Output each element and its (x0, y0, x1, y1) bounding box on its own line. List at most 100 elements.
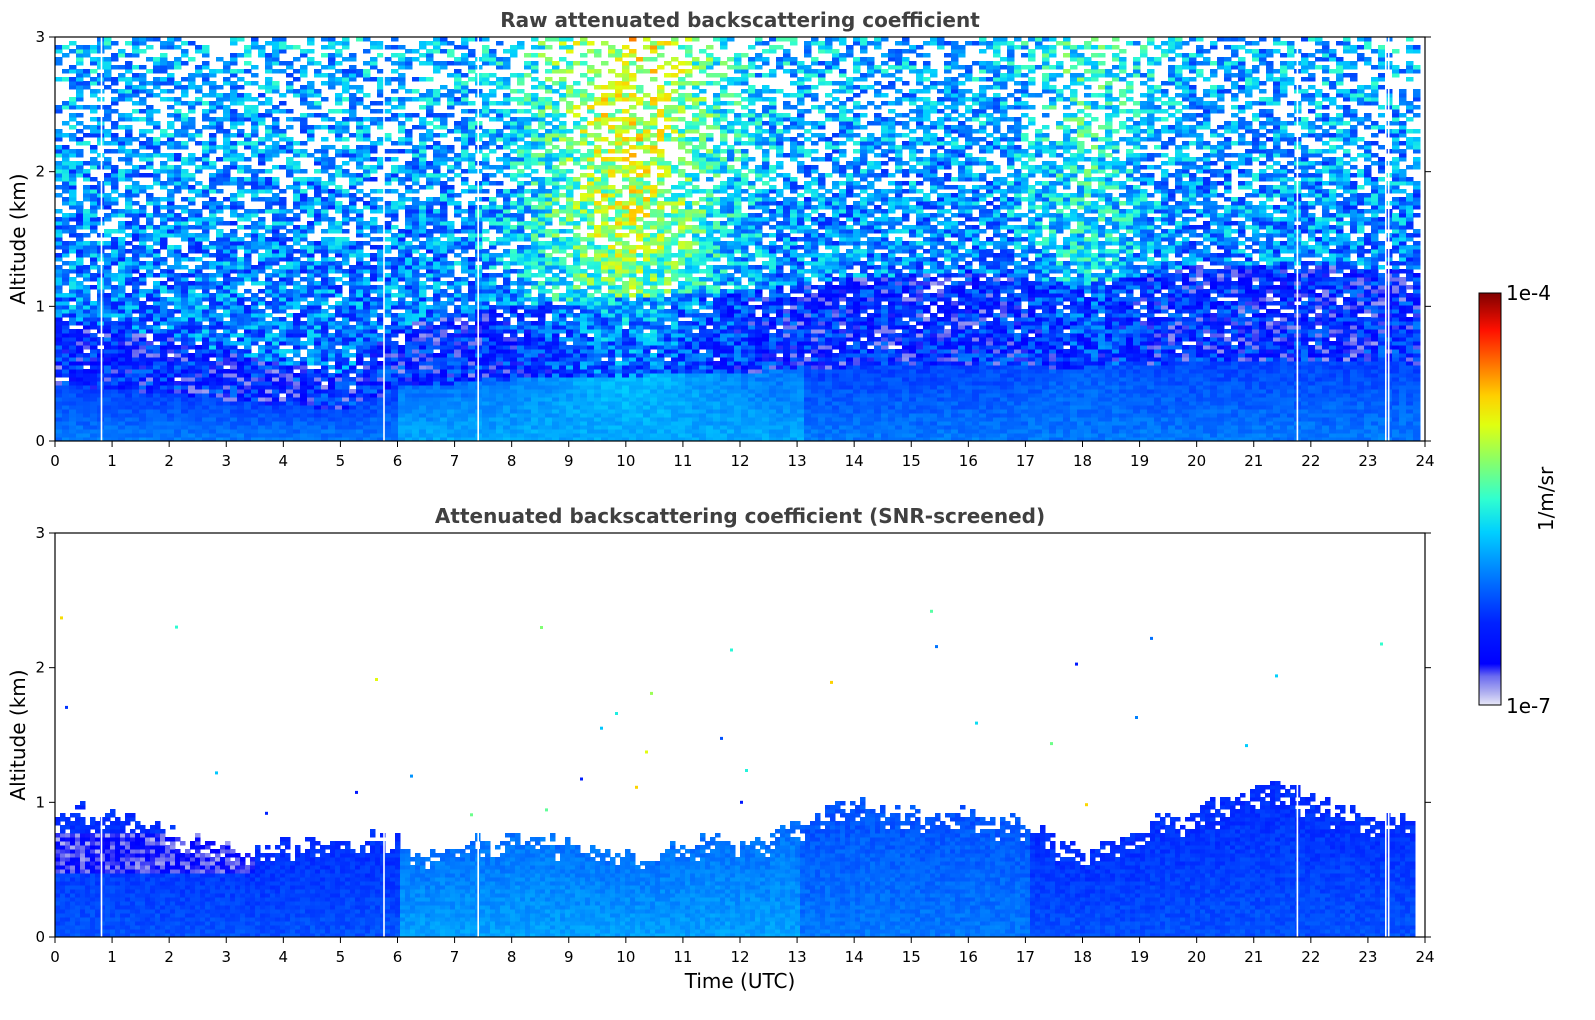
heatmap-cell (356, 337, 364, 342)
heatmap-cell (244, 105, 252, 110)
heatmap-cell (433, 341, 441, 346)
heatmap-cell (279, 45, 287, 50)
heatmap-cell (181, 349, 189, 354)
heatmap-cell (503, 137, 511, 142)
heatmap-cell (405, 389, 413, 394)
heatmap-cell (104, 385, 112, 390)
heatmap-cell (440, 213, 448, 218)
heatmap-cell (202, 153, 210, 158)
heatmap-cell (286, 381, 294, 386)
heatmap-cell (405, 49, 413, 54)
heatmap-cell (146, 37, 154, 42)
heatmap-cell (412, 405, 420, 410)
heatmap-cell (195, 401, 203, 406)
heatmap-cell (216, 429, 224, 434)
heatmap-cell (223, 289, 231, 294)
heatmap-cell (62, 225, 70, 230)
heatmap-cell (391, 45, 399, 50)
heatmap-cell (202, 77, 210, 82)
heatmap-cell (244, 209, 252, 214)
heatmap-cell (55, 325, 63, 330)
heatmap-cell (482, 369, 490, 374)
heatmap-cell (181, 333, 189, 338)
heatmap-cell (265, 137, 273, 142)
heatmap-cell (489, 357, 497, 362)
heatmap-cell (153, 389, 161, 394)
heatmap-cell (468, 185, 476, 190)
heatmap-cell (209, 329, 217, 334)
heatmap-cell (363, 349, 371, 354)
heatmap-cell (447, 229, 455, 234)
heatmap-cell (440, 245, 448, 250)
heatmap-cell (230, 281, 238, 286)
heatmap-cell (398, 137, 406, 142)
heatmap-cell (419, 333, 427, 338)
heatmap-cell (377, 245, 385, 250)
heatmap-cell (342, 301, 350, 306)
heatmap-cell (139, 49, 147, 54)
heatmap-cell (125, 89, 133, 94)
heatmap-cell (300, 73, 308, 78)
heatmap-cell (461, 181, 469, 186)
heatmap-cell (293, 437, 301, 442)
heatmap-cell (167, 425, 175, 430)
heatmap-cell (90, 253, 98, 258)
heatmap-cell (125, 53, 133, 58)
heatmap-cell (188, 57, 196, 62)
heatmap-cell (482, 409, 490, 414)
heatmap-cell (118, 429, 126, 434)
heatmap-cell (461, 265, 469, 270)
heatmap-cell (167, 217, 175, 222)
heatmap-cell (307, 137, 315, 142)
heatmap-cell (209, 381, 217, 386)
heatmap-cell (146, 201, 154, 206)
heatmap-cell (258, 161, 266, 166)
heatmap-cell (251, 405, 259, 410)
heatmap-cell (265, 185, 273, 190)
heatmap-cell (426, 433, 434, 438)
heatmap-cell (321, 185, 329, 190)
heatmap-cell (510, 409, 518, 414)
heatmap-cell (258, 209, 266, 214)
heatmap-cell (132, 85, 140, 90)
heatmap-cell (433, 421, 441, 426)
heatmap-cell (251, 149, 259, 154)
heatmap-cell (202, 49, 210, 54)
heatmap-cell (510, 281, 518, 286)
heatmap-cell (181, 369, 189, 374)
heatmap-cell (426, 229, 434, 234)
heatmap-cell (307, 385, 315, 390)
heatmap-cell (300, 297, 308, 302)
heatmap-cell (181, 305, 189, 310)
heatmap-cell (118, 229, 126, 234)
heatmap-cell (335, 221, 343, 226)
heatmap-cell (482, 97, 490, 102)
heatmap-cell (482, 217, 490, 222)
heatmap-cell (69, 161, 77, 166)
heatmap-cell (433, 153, 441, 158)
heatmap-cell (237, 321, 245, 326)
heatmap-cell (153, 401, 161, 406)
heatmap-cell (76, 353, 84, 358)
heatmap-cell (398, 385, 406, 390)
heatmap-cell (510, 173, 518, 178)
heatmap-cell (216, 297, 224, 302)
heatmap-cell (160, 237, 168, 242)
heatmap-cell (279, 433, 287, 438)
heatmap-cell (90, 217, 98, 222)
heatmap-cell (510, 329, 518, 334)
heatmap-cell (419, 413, 427, 418)
heatmap-cell (349, 281, 357, 286)
heatmap-cell (314, 437, 322, 442)
heatmap-cell (181, 101, 189, 106)
heatmap-cell (384, 341, 392, 346)
heatmap-cell (251, 193, 259, 198)
heatmap-cell (272, 85, 280, 90)
heatmap-cell (377, 225, 385, 230)
heatmap-cell (195, 209, 203, 214)
heatmap-cell (419, 393, 427, 398)
heatmap-cell (188, 325, 196, 330)
heatmap-cell (370, 413, 378, 418)
heatmap-cell (139, 325, 147, 330)
heatmap-cell (132, 117, 140, 122)
